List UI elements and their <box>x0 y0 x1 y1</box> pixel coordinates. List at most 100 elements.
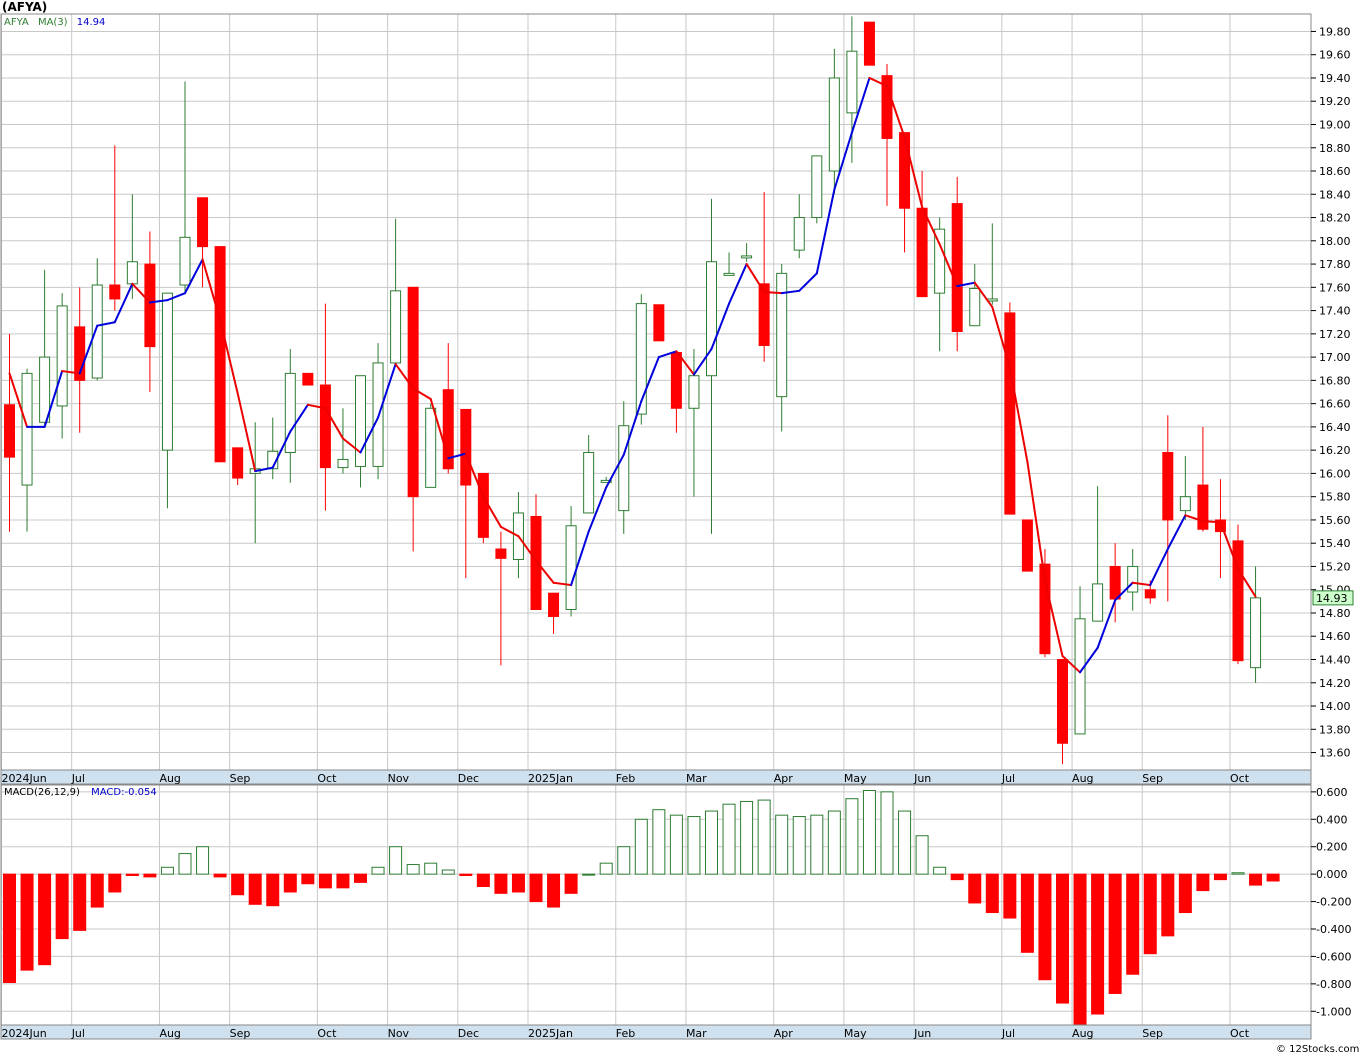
candle-up <box>355 375 366 467</box>
ma3-line <box>8 76 1257 674</box>
ma3-segment <box>1201 520 1222 524</box>
macd-bar-negative <box>125 873 139 877</box>
ma3-segment <box>1026 460 1046 582</box>
candle-down <box>477 472 489 538</box>
macd-y-ticks: -1.000 -0.800 -0.600 -0.400 -0.200 0.000 0.200… <box>1311 786 1351 1018</box>
ma3-segment <box>780 289 801 295</box>
macd-bar-negative <box>1126 873 1140 975</box>
candle-up <box>179 236 191 286</box>
candle-up <box>583 451 595 514</box>
ma3-segment <box>1061 655 1082 674</box>
candle-up <box>776 272 788 398</box>
macd-bar-negative <box>1213 873 1227 881</box>
macd-bar-negative <box>529 873 543 903</box>
macd-bar-positive <box>160 866 174 875</box>
ma3-segment <box>254 466 274 473</box>
ma3-segment <box>324 407 344 440</box>
ma3-segment <box>903 136 924 209</box>
ma3-segment <box>622 400 643 456</box>
ma3-segment <box>570 530 590 587</box>
ma3-segment <box>184 258 204 295</box>
candle-down <box>197 197 209 248</box>
price-x-labels: 2024Jun Jul Aug Sep Oct Nov Dec 2025Jan Feb Mar Ap… <box>2 772 1250 785</box>
candle-up <box>56 305 68 407</box>
ma3-segment <box>377 363 397 419</box>
ma3-segment <box>1079 646 1099 674</box>
macd-bar-negative <box>564 873 578 894</box>
macd-bar-positive <box>880 791 894 875</box>
candle-down <box>670 351 682 409</box>
candle-down <box>442 389 454 470</box>
x-axis-label: Oct <box>317 772 337 785</box>
macd-bar-negative <box>248 873 262 905</box>
x-axis-label: Sep <box>230 772 251 785</box>
macd-bar-negative <box>968 873 982 904</box>
legend-ma-value: 14.94 <box>77 17 106 28</box>
candle-down <box>1109 565 1121 600</box>
ma3-segment <box>341 437 362 454</box>
macd-bar-positive <box>582 873 596 876</box>
x-axis-label: Nov <box>388 772 410 785</box>
candle-down <box>1214 519 1226 533</box>
candle-up <box>1092 583 1104 622</box>
price-tick-label: 19.00 <box>1319 118 1351 131</box>
ma3-segment <box>938 243 959 288</box>
candle-down <box>109 284 121 300</box>
price-tick-label: 18.20 <box>1319 212 1351 225</box>
candle-up <box>969 287 981 327</box>
macd-bar-negative <box>55 873 69 940</box>
candle-up <box>811 155 823 219</box>
candle-down <box>1232 540 1244 662</box>
x-axis-label: Aug <box>1072 1027 1093 1040</box>
macd-tick-label: 0.400 <box>1316 813 1348 826</box>
macd-bar-negative <box>476 873 490 887</box>
ma3-segment <box>728 263 748 305</box>
ma3-segment <box>429 397 450 460</box>
candle-down <box>4 404 15 458</box>
price-tick-label: 15.60 <box>1319 514 1351 527</box>
macd-bar-positive <box>792 816 806 875</box>
candle-down <box>530 515 542 610</box>
price-tick-label: 16.00 <box>1319 467 1351 480</box>
price-tick-label: 17.80 <box>1319 258 1351 271</box>
legend-symbol: AFYA <box>4 17 29 28</box>
macd-bar-negative <box>3 873 16 983</box>
x-axis-label: Sep <box>230 1027 251 1040</box>
chart-title: (AFYA) <box>2 0 47 14</box>
ma3-segment <box>991 306 1011 369</box>
x-axis-label: Mar <box>686 1027 707 1040</box>
ma3-segment <box>1114 581 1134 602</box>
macd-bar-positive <box>705 810 718 875</box>
ma3-segment <box>289 403 309 433</box>
ma3-segment <box>499 525 520 538</box>
macd-bar-positive <box>196 846 210 875</box>
x-axis-label: Dec <box>458 772 479 785</box>
ma3-segment <box>973 281 994 309</box>
ma3-segment <box>1008 366 1029 463</box>
macd-bar-positive <box>371 866 385 875</box>
ma3-segment <box>113 282 134 324</box>
macd-bar-negative <box>38 873 52 966</box>
macd-bar-negative <box>459 873 473 877</box>
ma3-segment <box>219 318 239 395</box>
candle-down <box>863 21 875 66</box>
price-tick-label: 18.60 <box>1319 165 1351 178</box>
price-tick-label: 17.40 <box>1319 305 1351 318</box>
price-y-ticks: 13.6013.8014.0014.2014.4014.6014.8015.00… <box>1311 25 1351 760</box>
x-axis-label: Dec <box>458 1027 479 1040</box>
price-tick-label: 14.60 <box>1319 630 1351 643</box>
macd-x-axis-bar <box>0 1024 1312 1040</box>
ma3-segment <box>482 495 502 528</box>
candle-down <box>653 304 665 342</box>
ma3-segment <box>148 299 169 304</box>
macd-bar-positive <box>845 798 859 875</box>
ma3-segment <box>412 387 432 400</box>
macd-bar-negative <box>511 873 525 893</box>
ma3-segment <box>850 76 871 134</box>
ma3-segment <box>61 370 81 375</box>
candle-up <box>565 525 577 610</box>
legend-ma-label: MA(3) <box>38 17 68 28</box>
macd-bar-negative <box>1249 873 1263 886</box>
macd-bar-negative <box>1266 873 1280 882</box>
ma3-segment <box>131 282 151 304</box>
